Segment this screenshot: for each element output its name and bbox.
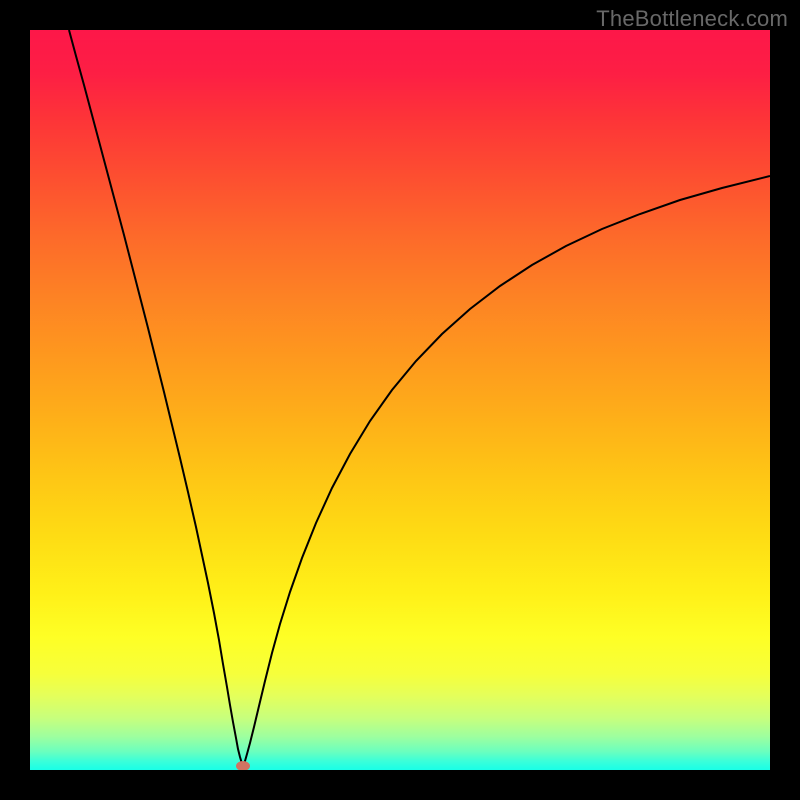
curve-left-branch bbox=[69, 30, 243, 765]
curve-layer bbox=[30, 30, 770, 770]
watermark-text: TheBottleneck.com bbox=[596, 6, 788, 32]
plot-area bbox=[30, 30, 770, 770]
minimum-marker bbox=[236, 761, 250, 770]
chart-container: { "watermark": { "text": "TheBottleneck.… bbox=[0, 0, 800, 800]
curve-right-branch bbox=[243, 176, 770, 765]
